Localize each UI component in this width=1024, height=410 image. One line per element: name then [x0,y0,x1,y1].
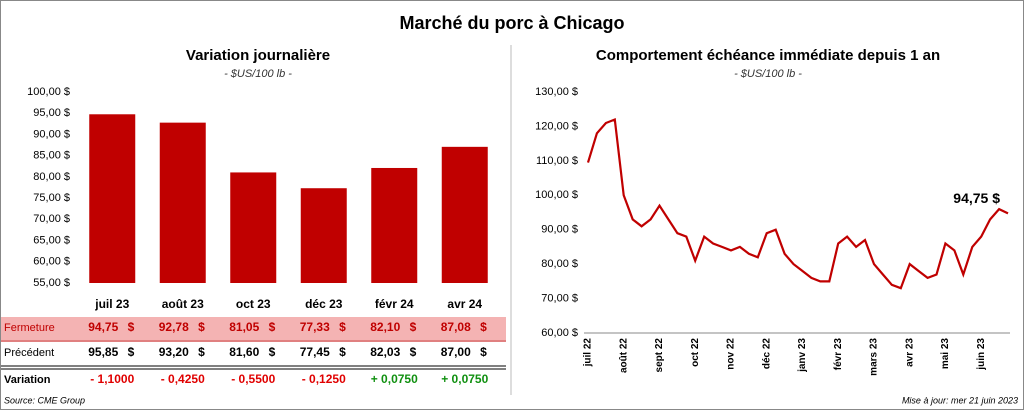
y-tick-label: 130,00 $ [535,86,578,98]
cell-value: 81,60 [229,345,259,359]
x-tick-label: avr 24 [447,297,482,311]
y-tick-label: 65,00 $ [33,234,70,246]
cell-unit: $ [339,345,346,359]
row-highlight [1,317,506,340]
cell-value: + 0,0750 [371,372,418,386]
x-tick-label: juin 23 [976,338,987,371]
cell-value: 82,03 [370,345,400,359]
bar [159,122,206,283]
cell-value: 77,33 [300,320,330,334]
cell-unit: $ [410,345,417,359]
bar [230,172,277,283]
chart-title: Comportement échéance immédiate depuis 1… [596,47,940,64]
y-tick-label: 75,00 $ [33,192,70,204]
cell-value: 93,20 [159,345,189,359]
bar [441,146,488,283]
updated: Mise à jour: mer 21 juin 2023 [902,395,1018,405]
cell-value: - 1,1000 [90,372,134,386]
y-tick-label: 110,00 $ [536,155,578,167]
y-tick-label: 70,00 $ [541,292,578,304]
page-title: Marché du porc à Chicago [399,13,624,33]
cell-value: 94,75 [88,320,118,334]
y-tick-label: 80,00 $ [33,171,70,183]
x-tick-label: oct 22 [690,338,701,367]
x-tick-label: avr 23 [904,338,915,367]
price-line [586,117,1009,290]
y-tick-label: 80,00 $ [541,258,578,270]
y-tick-label: 60,00 $ [33,256,70,268]
x-tick-label: sept 22 [654,338,665,373]
x-tick-label: juil 22 [583,338,594,368]
chart-subtitle: - $US/100 lb - [734,68,802,80]
cell-unit: $ [339,320,346,334]
row-label: Fermeture [4,322,55,334]
cell-value: 81,05 [229,320,259,334]
cell-unit: $ [269,345,276,359]
y-tick-label: 100,00 $ [27,86,70,98]
cell-unit: $ [128,320,135,334]
y-tick-label: 95,00 $ [33,107,70,119]
cell-unit: $ [480,320,487,334]
bar [89,114,136,284]
cell-unit: $ [198,320,205,334]
cell-value: 82,10 [370,320,400,334]
cell-value: 87,08 [441,320,471,334]
cell-value: 95,85 [88,345,118,359]
y-tick-label: 90,00 $ [541,224,578,236]
bar [371,167,418,283]
cell-value: - 0,1250 [302,372,346,386]
x-tick-label: nov 22 [726,338,737,370]
bar [300,188,347,283]
y-tick-label: 60,00 $ [541,327,578,339]
x-tick-label: janv 23 [797,338,808,373]
cell-unit: $ [410,320,417,334]
cell-value: 77,45 [300,345,330,359]
x-tick-label: févr 23 [833,338,844,371]
x-tick-label: août 23 [162,297,204,311]
x-tick-label: déc 23 [305,297,343,311]
cell-value: + 0,0750 [441,372,488,386]
cell-value: - 0,5500 [231,372,275,386]
cell-unit: $ [480,345,487,359]
y-tick-label: 90,00 $ [33,128,70,140]
y-tick-label: 120,00 $ [535,120,578,132]
x-tick-label: juil 23 [94,297,129,311]
last-value-label: 94,75 $ [953,190,1000,206]
x-tick-label: oct 23 [236,297,271,311]
y-tick-label: 100,00 $ [535,189,578,201]
row-label: Variation [4,374,51,386]
row-label: Précédent [4,347,54,359]
x-tick-label: févr 24 [375,297,414,311]
cell-unit: $ [269,320,276,334]
source: Source: CME Group [4,395,85,405]
y-tick-label: 55,00 $ [33,277,70,289]
cell-unit: $ [198,345,205,359]
cell-unit: $ [128,345,135,359]
y-tick-label: 70,00 $ [33,213,70,225]
cell-value: - 0,4250 [161,372,205,386]
y-tick-label: 85,00 $ [33,150,70,162]
x-tick-label: août 22 [618,338,629,373]
x-tick-label: mai 23 [940,338,951,370]
chart-subtitle: - $US/100 lb - [224,68,292,80]
x-tick-label: mars 23 [869,338,880,376]
x-tick-label: déc 22 [761,338,772,370]
cell-value: 87,00 [441,345,471,359]
cell-value: 92,78 [159,320,189,334]
chart-title: Variation journalière [186,47,330,64]
